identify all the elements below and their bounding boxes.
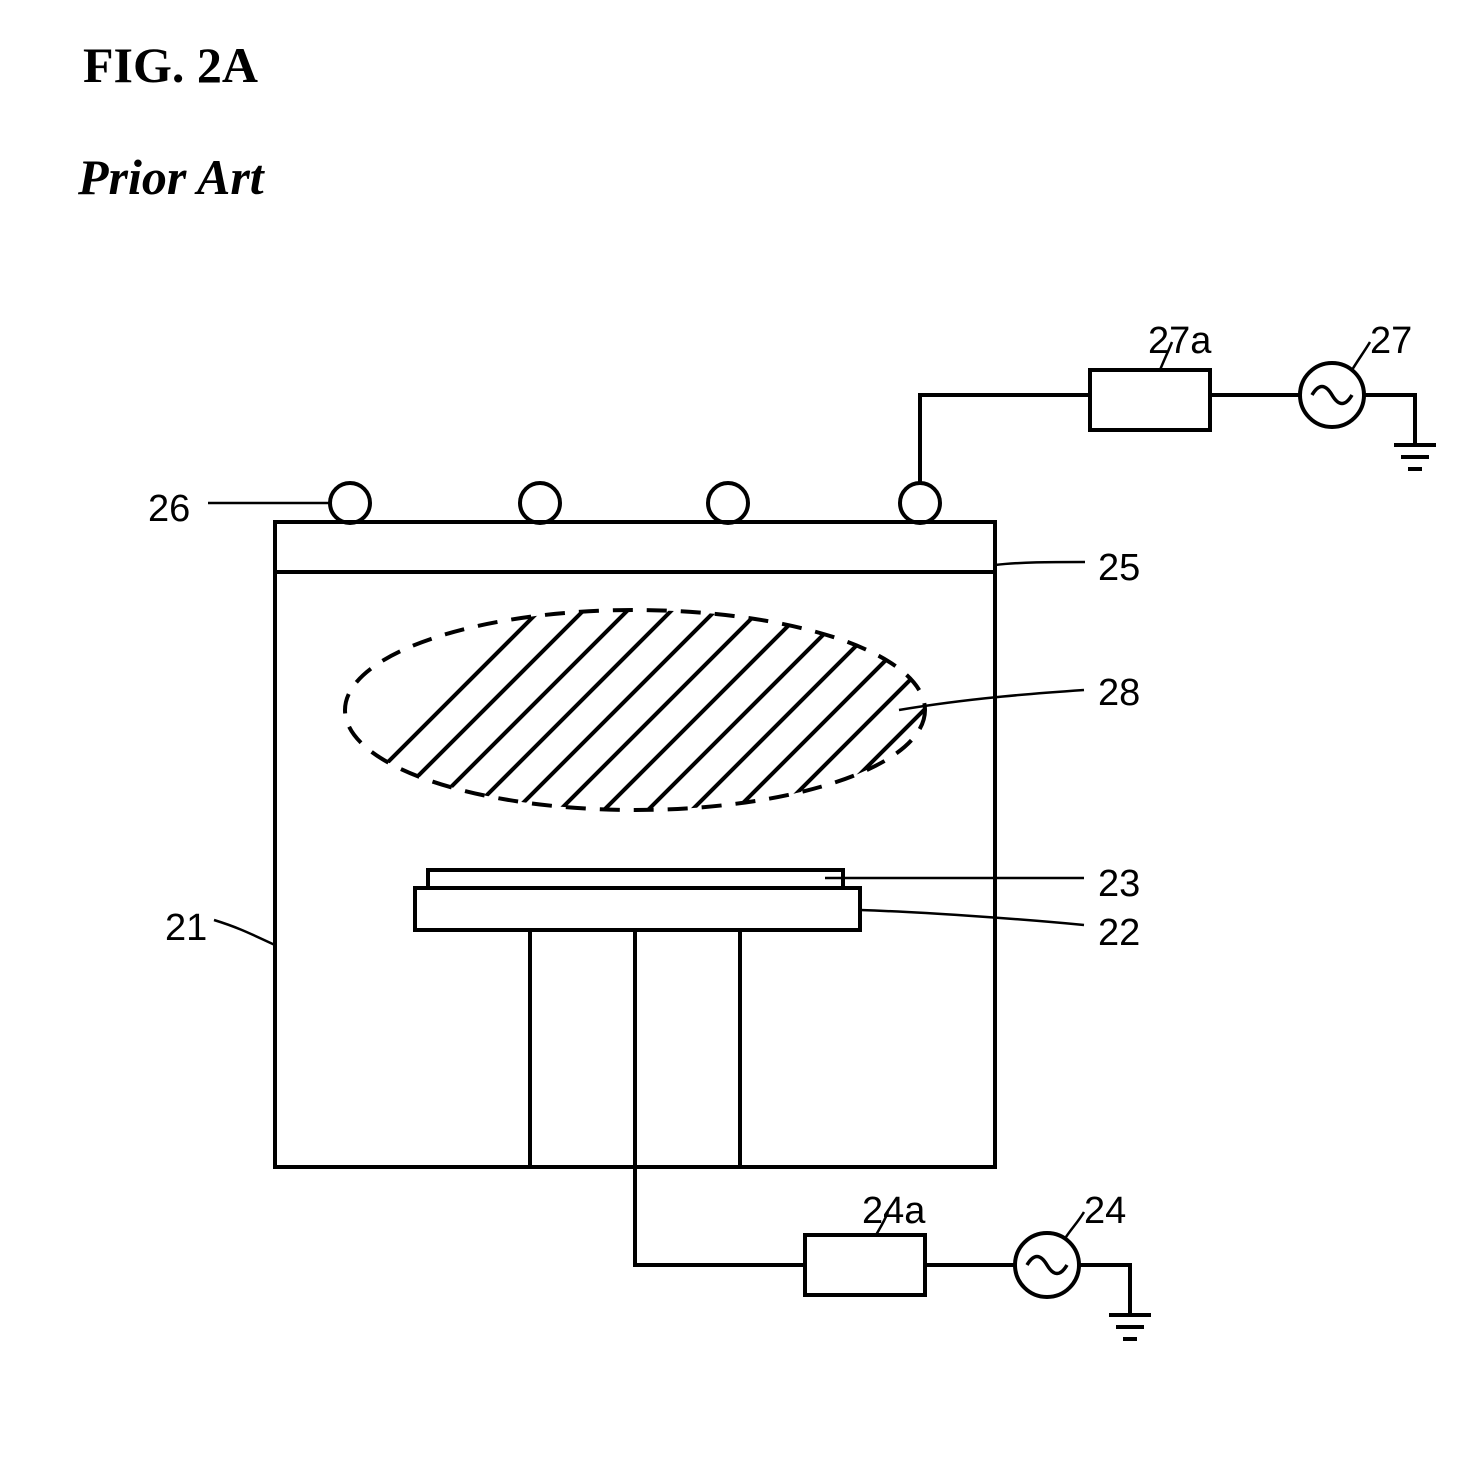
bottom-matchbox [805, 1235, 925, 1295]
label-26: 26 [148, 488, 190, 531]
coil-1 [330, 483, 370, 523]
leader-22 [860, 910, 1084, 925]
leader-25 [995, 562, 1085, 565]
coil-4 [900, 483, 940, 523]
label-24a: 24a [862, 1190, 925, 1233]
top-wire-to-ground [1364, 395, 1415, 445]
label-22: 22 [1098, 912, 1140, 955]
leader-27 [1352, 342, 1370, 370]
plasma-hatch [300, 590, 1088, 850]
leader-24 [1066, 1212, 1084, 1237]
label-23: 23 [1098, 863, 1140, 906]
label-25: 25 [1098, 547, 1140, 590]
bottom-wire-ped-to-box [635, 1167, 805, 1265]
coil-2 [520, 483, 560, 523]
substrate [428, 870, 843, 888]
top-wire-coil-to-box [920, 395, 1090, 483]
leader-21 [214, 920, 275, 945]
label-21: 21 [165, 907, 207, 950]
top-matchbox [1090, 370, 1210, 430]
chuck [415, 888, 860, 930]
label-24: 24 [1084, 1190, 1126, 1233]
label-28: 28 [1098, 672, 1140, 715]
bottom-ground-icon [1109, 1315, 1151, 1339]
label-27: 27 [1370, 320, 1412, 363]
label-27a: 27a [1148, 320, 1211, 363]
coil-3 [708, 483, 748, 523]
diagram-svg [0, 0, 1483, 1479]
top-ground-icon [1394, 445, 1436, 469]
bottom-wire-to-ground [1079, 1265, 1130, 1315]
